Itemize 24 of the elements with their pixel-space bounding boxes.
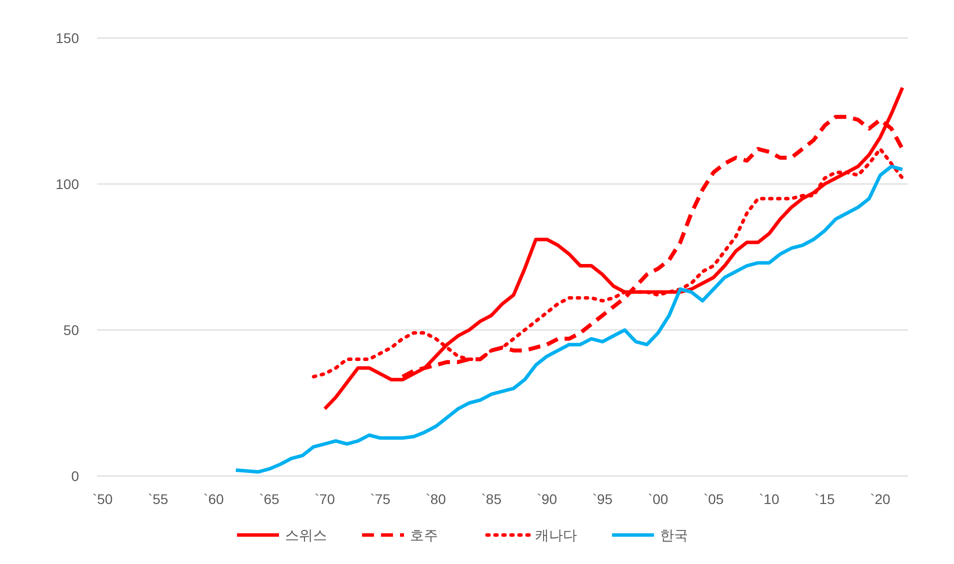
y-tick-label: 0: [71, 468, 80, 484]
legend-label: 한국: [660, 526, 688, 543]
x-tick-label: `85: [481, 491, 502, 507]
y-tick-label: 150: [56, 30, 80, 46]
x-tick-label: `75: [370, 491, 391, 507]
x-tick-label: `05: [703, 491, 724, 507]
x-tick-label: `90: [536, 491, 558, 507]
x-tick-label: `55: [148, 491, 168, 507]
legend-label: 스위스: [285, 526, 327, 543]
legend-label: 캐나다: [535, 526, 577, 543]
x-tick-label: `95: [592, 491, 613, 507]
y-tick-label: 100: [56, 176, 80, 192]
x-tick-label: `20: [870, 491, 891, 507]
x-tick-label: `15: [814, 491, 836, 507]
x-tick-label: `60: [204, 491, 224, 507]
x-tick-label: `65: [259, 491, 280, 507]
x-tick-label: `80: [426, 491, 446, 507]
y-tick-label: 50: [63, 322, 80, 338]
line-series: [234, 164, 904, 474]
legend-label: 호주: [410, 526, 438, 543]
x-tick-label: `10: [759, 491, 780, 507]
x-tick-label: `70: [314, 491, 336, 507]
x-tick-label: `50: [92, 491, 113, 507]
x-tick-label: `00: [648, 491, 668, 507]
